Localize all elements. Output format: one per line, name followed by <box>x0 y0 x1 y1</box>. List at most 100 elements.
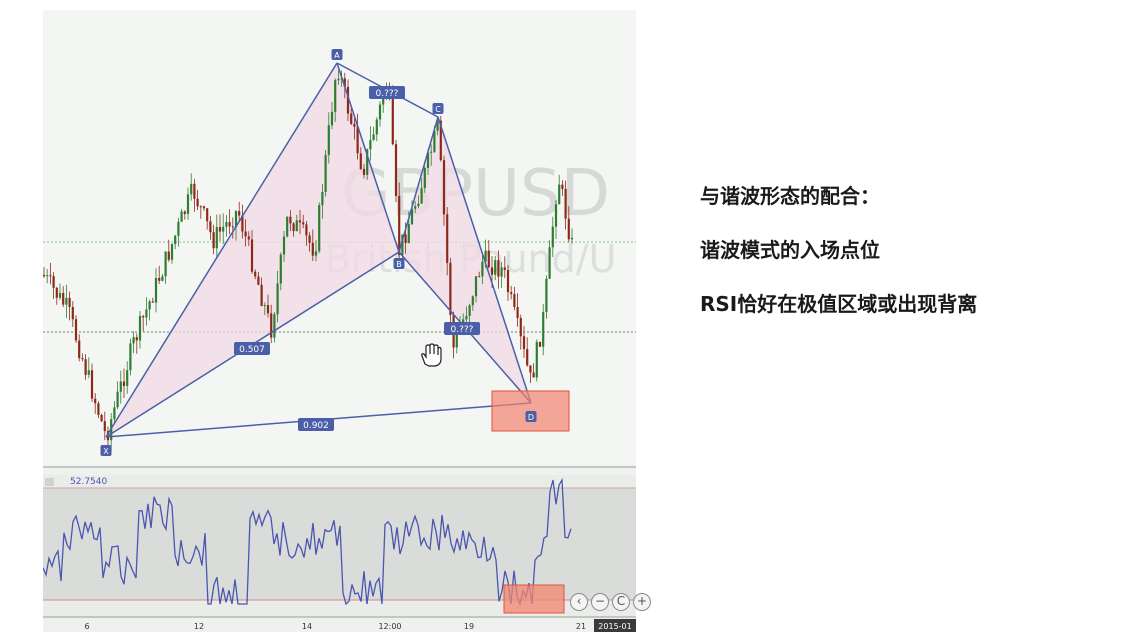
rsi-band <box>43 488 636 600</box>
candle-body <box>68 297 71 308</box>
candle-body <box>542 312 545 347</box>
candle-body <box>446 214 449 263</box>
price-chart[interactable]: GBPUSD British Pound/U 0.507 0.??? 0.???… <box>43 10 636 632</box>
candle-body <box>129 343 132 371</box>
x-tick-label: 12 <box>194 622 204 631</box>
candle-body <box>238 211 241 216</box>
zoom-controls: ‹ − C + <box>570 593 651 611</box>
zoom-in-button[interactable]: + <box>633 593 651 611</box>
candle-body <box>481 261 484 277</box>
x-axis-last-label: 2015-01 <box>598 622 631 631</box>
candle-body <box>212 232 215 249</box>
candle-body <box>295 220 298 232</box>
candle-body <box>78 340 81 359</box>
candle-body <box>334 80 337 112</box>
candle-body <box>247 236 250 240</box>
x-tick-label: 19 <box>464 622 474 631</box>
candle-body <box>58 292 62 298</box>
ratio-label-ac: 0.??? <box>369 86 405 99</box>
candle-body <box>90 370 94 399</box>
candle-body <box>164 251 167 277</box>
pattern-point-b[interactable]: B <box>393 258 405 269</box>
candle-body <box>177 221 180 236</box>
candle-body <box>46 275 49 277</box>
ratio-label-xd: 0.902 <box>298 418 334 431</box>
candle-body <box>94 398 97 404</box>
candle-body <box>343 78 346 87</box>
candle-body <box>209 221 212 233</box>
svg-text:C: C <box>435 105 441 114</box>
candle-body <box>234 211 238 228</box>
candle-body <box>273 314 276 338</box>
candle-body <box>196 198 199 207</box>
candle-body <box>324 154 327 193</box>
candle-body <box>254 271 257 277</box>
candle-body <box>506 270 510 293</box>
candle-body <box>228 222 231 227</box>
candlesticks <box>43 70 574 452</box>
candle-body <box>436 120 439 131</box>
candle-body <box>545 278 548 313</box>
candle-body <box>327 125 330 155</box>
candle-body <box>564 188 567 219</box>
ratio-label-bd: 0.??? <box>444 322 480 335</box>
candle-body <box>455 333 458 348</box>
zoom-out-button[interactable]: − <box>591 593 609 611</box>
candle-body <box>215 227 218 249</box>
annotation-line-1: 与谐波形态的配合： <box>700 184 880 208</box>
candle-body <box>292 223 295 232</box>
candle-body <box>391 94 394 145</box>
candle-body <box>71 307 74 320</box>
candle-body <box>186 194 190 214</box>
candle-body <box>567 218 570 240</box>
candle-body <box>266 305 270 314</box>
candle-body <box>302 222 305 225</box>
candle-body <box>378 104 382 120</box>
candle-body <box>87 370 90 375</box>
candle-body <box>420 188 423 204</box>
annotation-line-3: RSI恰好在极值区域或出现背离 <box>700 292 978 316</box>
candle-body <box>132 337 135 344</box>
rsi-settings-icon[interactable] <box>45 478 54 486</box>
scroll-left-button[interactable]: ‹ <box>570 593 588 611</box>
pattern-point-a[interactable]: A <box>331 49 343 60</box>
candle-body <box>222 226 225 232</box>
candle-body <box>554 204 558 227</box>
candle-body <box>119 381 122 392</box>
candle-body <box>170 244 174 260</box>
candle-body <box>522 336 526 350</box>
candle-body <box>410 208 414 225</box>
candle-body <box>199 206 202 208</box>
chart-area[interactable]: GBPUSD British Pound/U 0.507 0.??? 0.???… <box>43 10 651 632</box>
candle-body <box>516 306 519 319</box>
rsi-value: 52.7540 <box>70 477 107 487</box>
candle-body <box>474 276 478 297</box>
candle-body <box>337 78 340 81</box>
candle-body <box>321 192 324 206</box>
candle-body <box>81 358 84 360</box>
candle-body <box>206 208 209 222</box>
candle-body <box>350 113 353 124</box>
pattern-point-d[interactable]: D <box>525 411 537 422</box>
candle-body <box>298 220 302 223</box>
svg-text:0.???: 0.??? <box>451 325 474 335</box>
pattern-leg-ab <box>336 62 400 253</box>
zoom-reset-button[interactable]: C <box>612 593 630 611</box>
candle-body <box>314 251 318 256</box>
candle-body <box>433 130 436 152</box>
candle-body <box>398 196 401 256</box>
x-tick-label: 14 <box>302 622 312 631</box>
pattern-point-x[interactable]: X <box>100 445 112 456</box>
candle-body <box>484 250 487 262</box>
candle-body <box>116 391 119 408</box>
candle-body <box>538 341 542 347</box>
candle-body <box>487 250 490 268</box>
candle-body <box>519 318 522 337</box>
candle-body <box>55 287 58 298</box>
candle-body <box>558 184 561 205</box>
candle-body <box>404 234 407 244</box>
candle-body <box>356 126 359 154</box>
pattern-point-c[interactable]: C <box>432 103 444 114</box>
svg-text:X: X <box>103 447 109 456</box>
candle-body <box>526 349 529 366</box>
